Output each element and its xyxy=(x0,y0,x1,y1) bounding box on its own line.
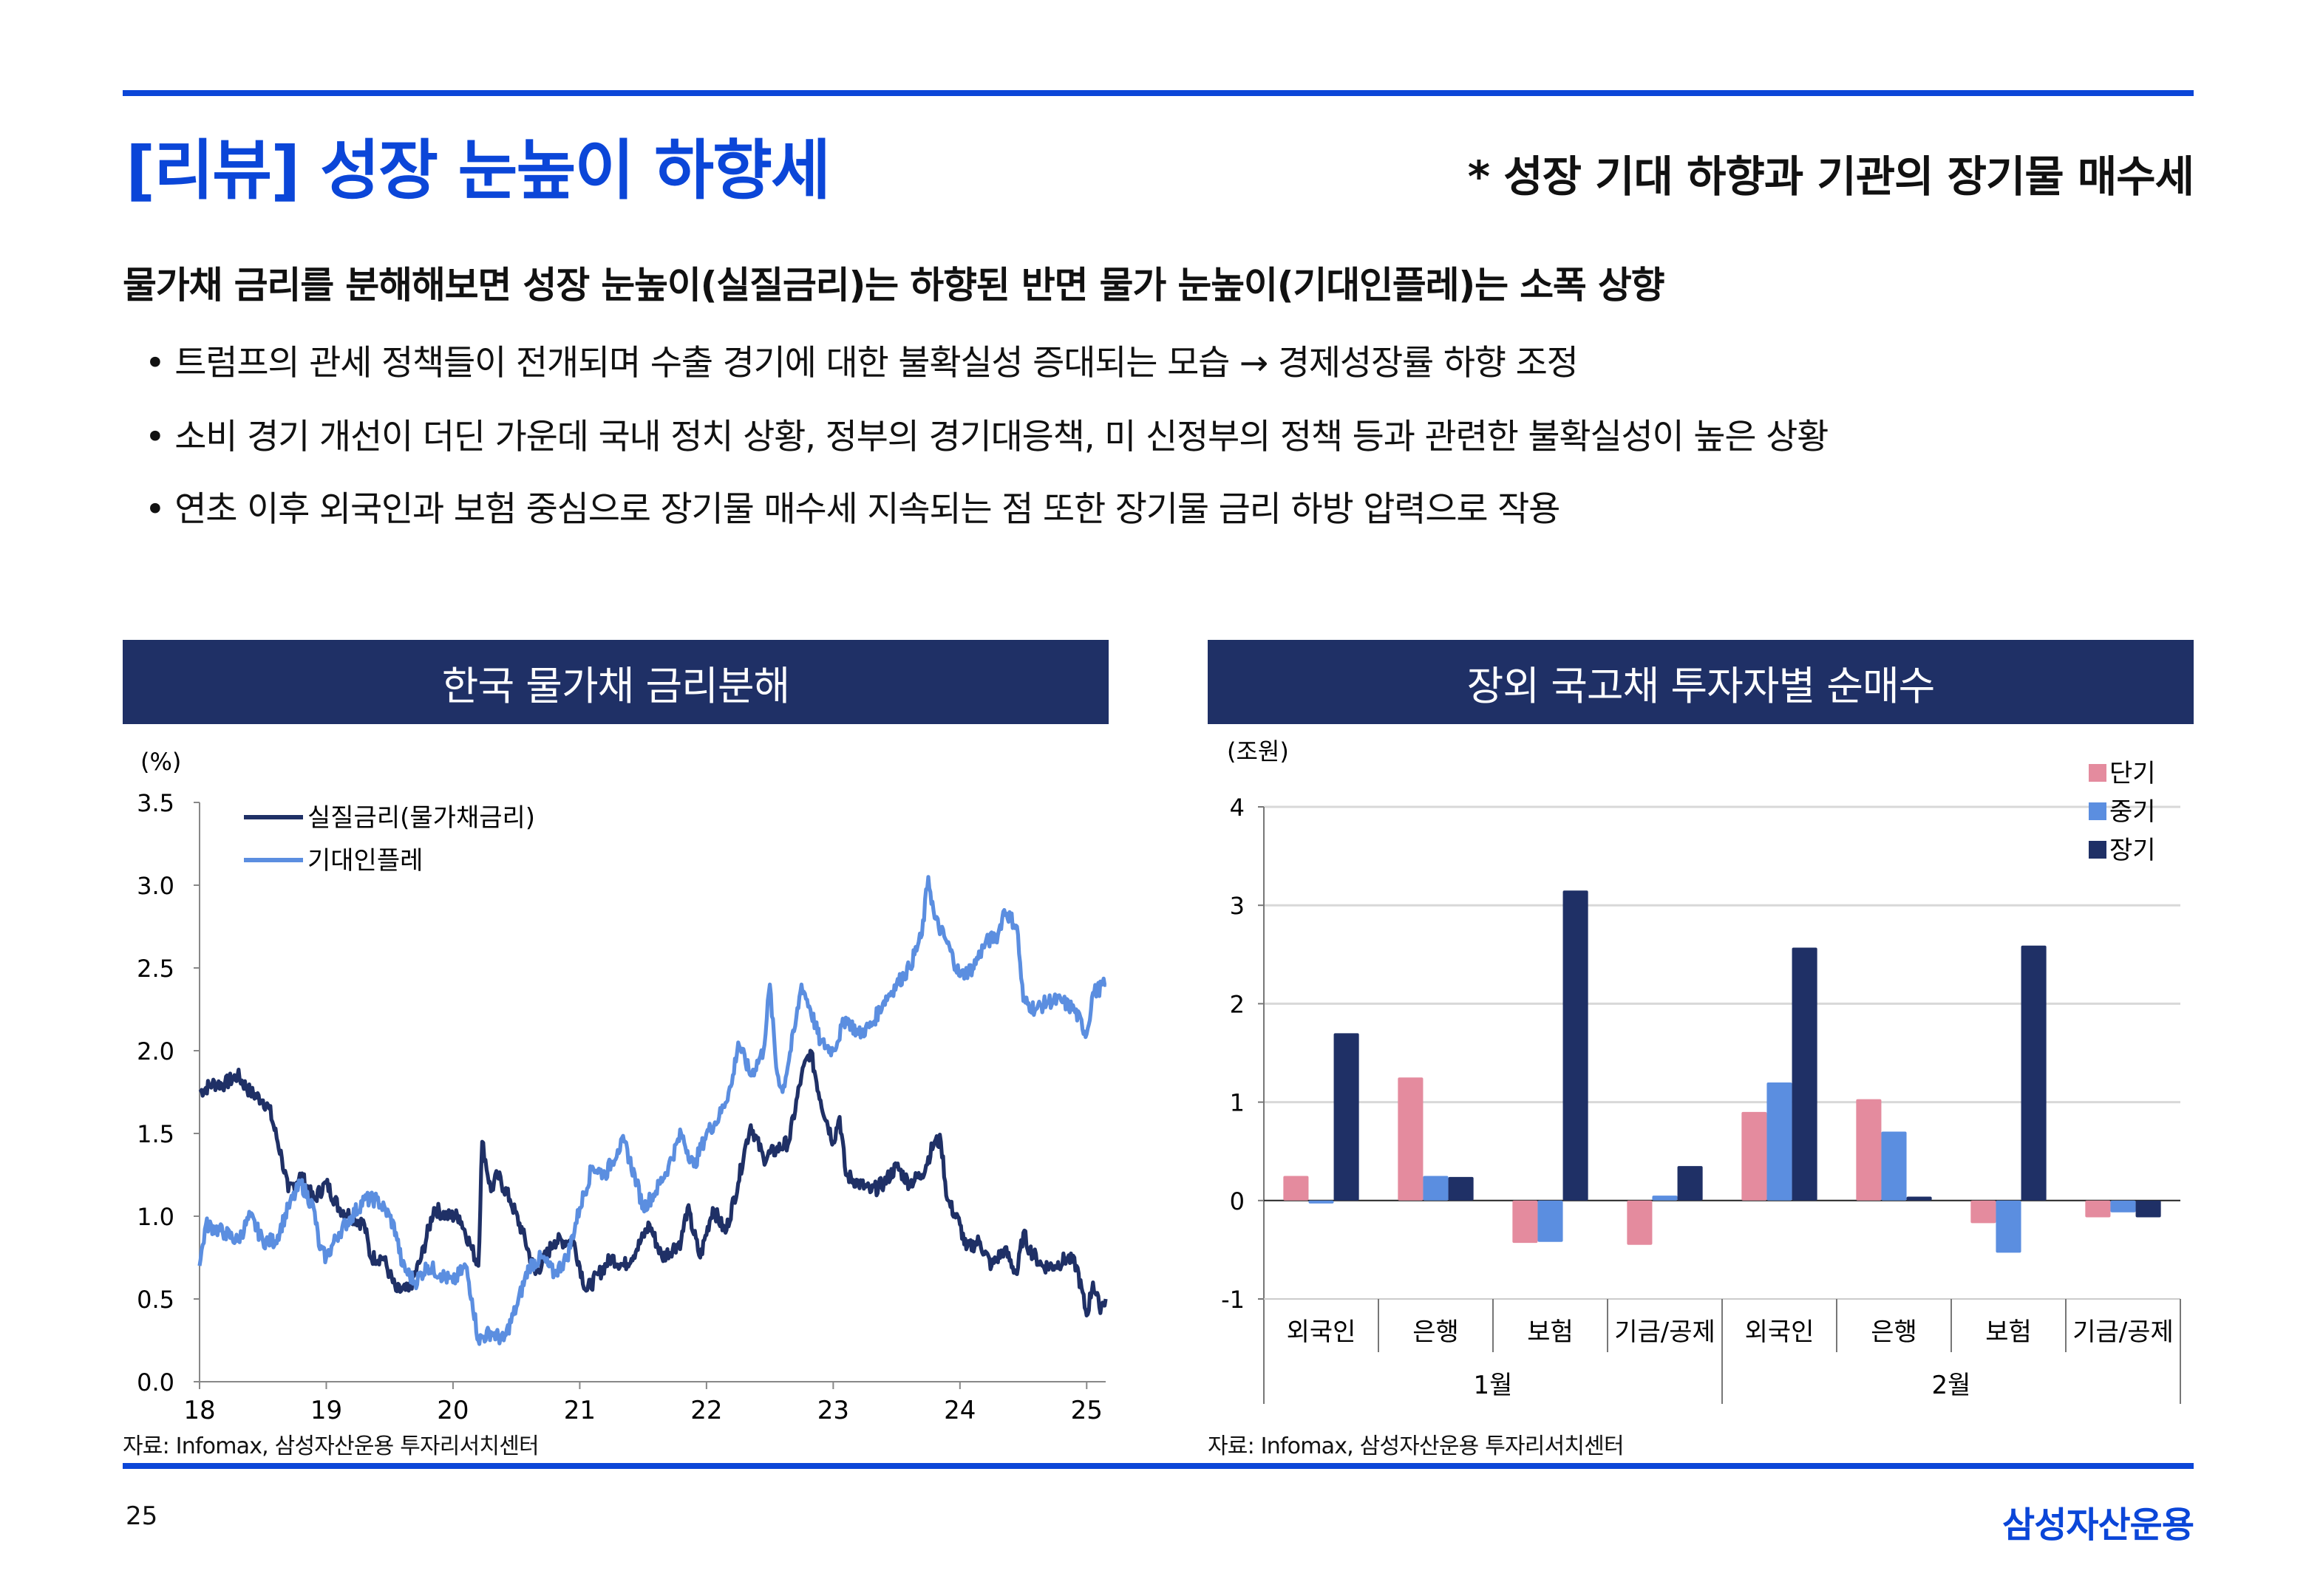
bar-장기 xyxy=(1677,1166,1703,1201)
line-chart-source: 자료: Infomax, 삼성자산운용 투자리서치센터 xyxy=(123,1433,540,1459)
x-tick-label: 22 xyxy=(690,1396,722,1425)
y-tick-label: -1 xyxy=(1221,1286,1245,1314)
legend-label-long: 장기 xyxy=(2109,836,2156,865)
y-tick-label: 3.5 xyxy=(137,789,174,817)
bar-단기 xyxy=(1856,1099,1882,1201)
y-tick-label: 0 xyxy=(1230,1187,1245,1215)
bar-장기 xyxy=(1792,947,1817,1201)
x-tick-label: 25 xyxy=(1071,1396,1103,1425)
legend-swatch-mid xyxy=(2089,802,2106,820)
month-label: 1월 xyxy=(1474,1371,1513,1400)
category-label: 은행 xyxy=(1871,1317,1917,1347)
x-tick-label: 18 xyxy=(183,1396,215,1425)
legend-label-real: 실질금리(물가채금리) xyxy=(307,803,535,833)
month-label: 2월 xyxy=(1932,1371,1971,1400)
x-tick-label: 24 xyxy=(944,1396,976,1425)
bar-중기 xyxy=(1766,1082,1792,1201)
headline: 물가채 금리를 분해해보면 성장 눈높이(실질금리)는 하향된 반면 물가 눈높… xyxy=(123,264,1665,307)
category-label: 보험 xyxy=(1527,1317,1574,1347)
y-tick-label: 0.5 xyxy=(137,1286,174,1314)
company-logo: 삼성자산운용 xyxy=(2002,1504,2194,1546)
bar-장기 xyxy=(1448,1176,1474,1201)
bar-단기 xyxy=(1627,1200,1653,1245)
category-label: 외국인 xyxy=(1745,1317,1814,1347)
series-line-breakeven-inflation xyxy=(197,875,1107,1346)
x-tick-label: 21 xyxy=(564,1396,596,1425)
x-tick-label: 23 xyxy=(817,1396,849,1425)
bar-chart-title: 장외 국고채 투자자별 순매수 xyxy=(1208,640,2194,724)
bar-장기 xyxy=(1333,1033,1359,1201)
bottom-rule xyxy=(123,1463,2194,1469)
y-tick-label: 4 xyxy=(1230,794,1245,822)
bar-장기 xyxy=(1562,890,1588,1201)
bar-단기 xyxy=(1398,1077,1424,1201)
bar-단기 xyxy=(1283,1176,1309,1201)
bar-단기 xyxy=(2085,1200,2111,1218)
bullet-item: • 트럼프의 관세 정책들이 전개되며 수출 경기에 대한 불확실성 증대되는 … xyxy=(145,343,1579,383)
bar-중기 xyxy=(1423,1176,1449,1201)
bar-중기 xyxy=(1881,1131,1907,1201)
y-axis-unit: (%) xyxy=(140,748,181,776)
y-tick-label: 1.5 xyxy=(137,1120,174,1148)
page-title: [리뷰] 성장 눈높이 하향세 xyxy=(126,132,831,208)
y-tick-label: 3 xyxy=(1230,892,1245,920)
category-label: 외국인 xyxy=(1287,1317,1356,1347)
bar-단기 xyxy=(1512,1200,1538,1244)
bullet-item: • 연초 이후 외국인과 보험 중심으로 장기물 매수세 지속되는 점 또한 장… xyxy=(145,489,1560,530)
category-label: 은행 xyxy=(1412,1317,1459,1347)
bar-중기 xyxy=(2110,1200,2136,1213)
category-label: 보험 xyxy=(1985,1317,2032,1347)
legend-label-short: 단기 xyxy=(2109,759,2156,788)
y-axis-unit: (조원) xyxy=(1227,737,1289,765)
x-tick-label: 19 xyxy=(310,1396,342,1425)
bar-중기 xyxy=(1308,1200,1334,1204)
line-chart-title: 한국 물가채 금리분해 xyxy=(123,640,1109,724)
bar-단기 xyxy=(1741,1111,1767,1201)
page-number: 25 xyxy=(126,1501,158,1531)
bar-단기 xyxy=(1970,1200,1996,1224)
bar-중기 xyxy=(1652,1196,1678,1201)
bar-중기 xyxy=(1537,1200,1563,1242)
bar-중기 xyxy=(1996,1200,2021,1253)
bar-chart-source: 자료: Infomax, 삼성자산운용 투자리서치센터 xyxy=(1208,1433,1625,1459)
legend-label-bei: 기대인플레 xyxy=(307,846,423,876)
bar-장기 xyxy=(2021,945,2047,1201)
y-tick-label: 2.0 xyxy=(137,1037,174,1065)
y-tick-label: 1.0 xyxy=(137,1203,174,1231)
y-tick-label: 1 xyxy=(1230,1089,1245,1117)
y-tick-label: 2.5 xyxy=(137,955,174,983)
x-tick-label: 20 xyxy=(437,1396,469,1425)
category-label: 기금/공제 xyxy=(2072,1317,2174,1347)
legend-swatch-long xyxy=(2089,841,2106,859)
bullet-item: • 소비 경기 개선이 더딘 가운데 국내 정치 상황, 정부의 경기대응책, … xyxy=(145,417,1829,457)
y-tick-label: 2 xyxy=(1230,990,1245,1018)
top-rule xyxy=(123,90,2194,96)
legend-swatch-short xyxy=(2089,764,2106,782)
y-tick-label: 3.0 xyxy=(137,872,174,900)
bar-장기 xyxy=(2135,1200,2161,1218)
bar-장기 xyxy=(1906,1196,1932,1201)
legend-label-mid: 중기 xyxy=(2109,797,2156,827)
page-subtitle: * 성장 기대 하향과 기관의 장기물 매수세 xyxy=(1467,151,2194,202)
category-label: 기금/공제 xyxy=(1614,1317,1715,1347)
y-tick-label: 0.0 xyxy=(137,1368,174,1396)
